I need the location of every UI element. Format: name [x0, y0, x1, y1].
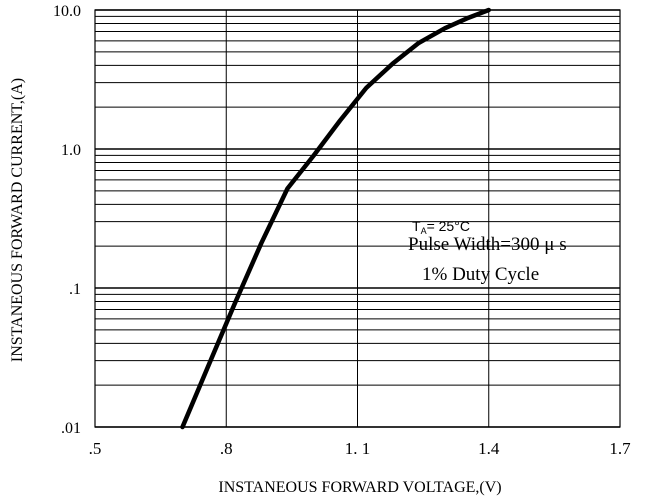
y-tick-label: 1.0: [61, 142, 81, 159]
pulse-width-label: Pulse Width=300 μ s: [408, 234, 567, 255]
duty-cycle-label: 1% Duty Cycle: [422, 264, 539, 285]
y-tick-label: .01: [61, 420, 81, 437]
plot-border: [94, 9, 621, 428]
y-tick-label: 10.0: [53, 3, 81, 20]
annotation: TA= 25°C Pulse Width=300 μ s 1% Duty Cyc…: [408, 218, 567, 285]
data-series: [180, 7, 492, 430]
x-axis-title: INSTANEOUS FORWARD VOLTAGE,(V): [218, 479, 501, 496]
x-tick-label: .8: [220, 439, 233, 458]
forward-voltage-curve: [180, 7, 492, 430]
grid: [94, 9, 621, 428]
x-tick-label: .5: [89, 439, 102, 458]
y-tick-label: .1: [69, 281, 81, 298]
y-axis-title: INSTANEOUS FORWARD CURRENT,(A): [9, 78, 26, 362]
tick-labels: .5 .8 1. 1 1.4 1.7 .01 .1 1.0 10.0: [53, 3, 631, 458]
x-tick-label: 1.4: [478, 439, 500, 458]
temperature-label: TA= 25°C: [412, 218, 470, 236]
x-tick-label: 1.7: [609, 439, 631, 458]
x-tick-label: 1. 1: [345, 439, 371, 458]
